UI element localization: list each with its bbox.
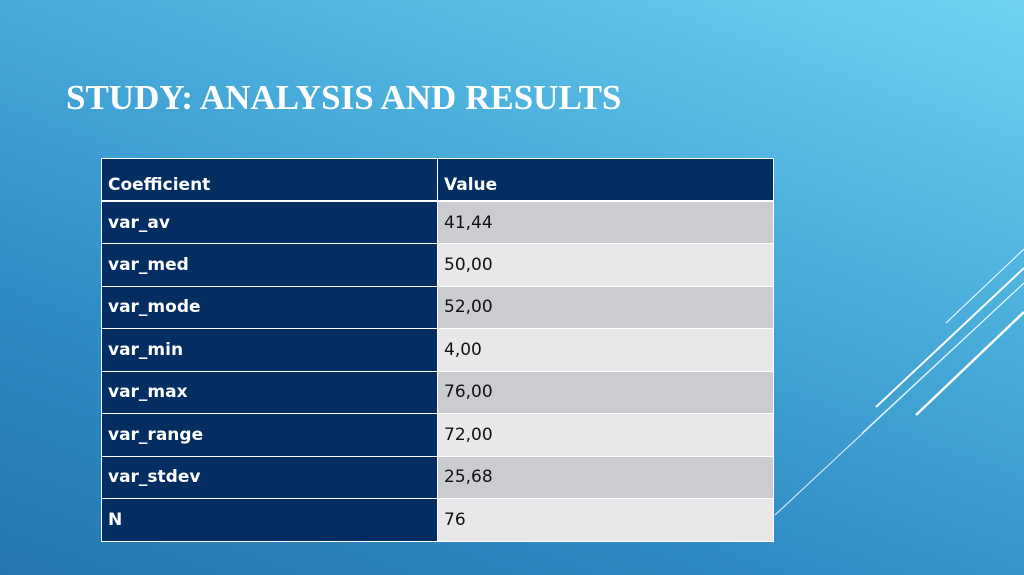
value-cell: 41,44 [437,200,774,244]
table-row: N 76 [101,498,774,542]
header-cell: Value [437,158,774,202]
coefficient-cell: var_mode [101,285,438,329]
coefficient-cell: N [101,498,438,542]
header-row: Coefficient Value [101,158,774,202]
value-cell: 25,68 [437,455,774,499]
decorative-lines [774,248,1024,516]
value-cell: 4,00 [437,328,774,372]
value-cell: 72,00 [437,413,774,457]
coefficient-cell: var_max [101,370,438,414]
coefficient-cell: var_med [101,243,438,287]
table-row: var_med 50,00 [101,243,774,287]
results-table: Coefficient Value var_av 41,44 var_med 50,00 v… [101,158,774,542]
value-cell: 50,00 [437,243,774,287]
value-cell: 76,00 [437,370,774,414]
value-cell: 52,00 [437,285,774,329]
table-row: var_max 76,00 [101,370,774,414]
table-row: var_mode 52,00 [101,285,774,329]
table-row: var_min 4,00 [101,328,774,372]
header-cell: Coefficient [101,158,438,202]
coefficient-cell: var_av [101,200,438,244]
value-cell: 76 [437,498,774,542]
coefficient-cell: var_min [101,328,438,372]
coefficient-cell: var_range [101,413,438,457]
coefficient-cell: var_stdev [101,455,438,499]
table-row: var_av 41,44 [101,200,774,244]
table-row: var_range 72,00 [101,413,774,457]
slide-title: STUDY: ANALYSIS AND RESULTS [66,78,622,117]
table-row: var_stdev 25,68 [101,455,774,499]
